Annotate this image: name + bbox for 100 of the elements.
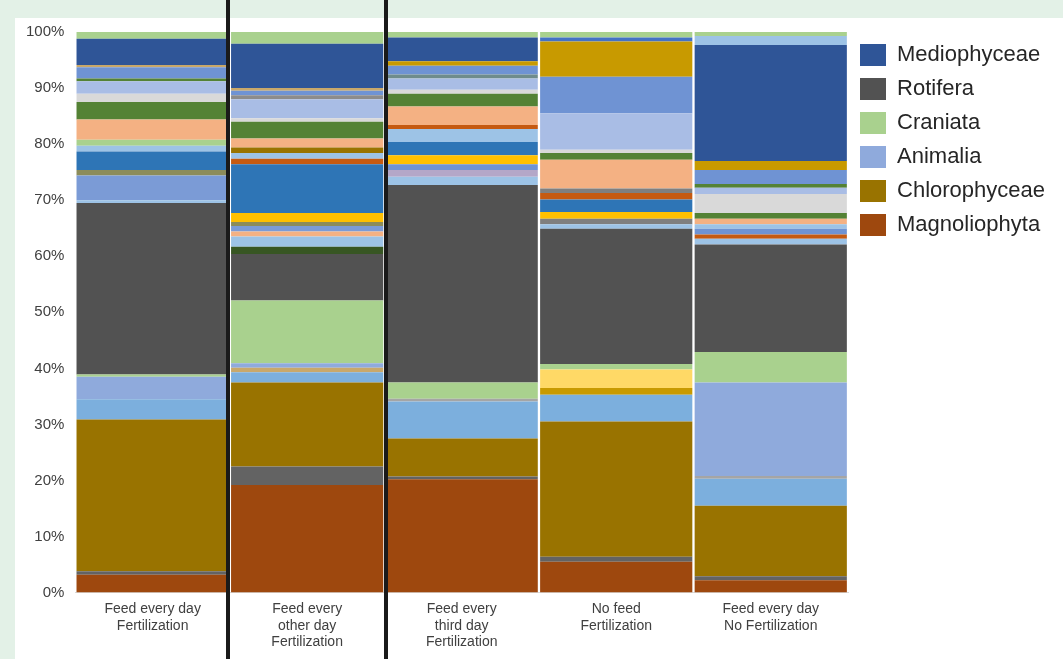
bar xyxy=(694,476,847,479)
legend-label: Craniata xyxy=(897,109,981,135)
bar xyxy=(694,160,847,170)
bar xyxy=(385,128,538,142)
bar xyxy=(76,175,229,201)
bar xyxy=(540,188,693,193)
bar xyxy=(385,78,538,90)
bar xyxy=(385,93,538,107)
bar xyxy=(76,376,229,400)
bar xyxy=(76,419,229,572)
bar xyxy=(76,399,229,420)
legend-label: Mediophyceae xyxy=(897,41,1041,67)
bar xyxy=(385,106,538,126)
bar xyxy=(385,164,538,170)
bar xyxy=(694,194,847,214)
bar xyxy=(694,382,847,476)
bar xyxy=(76,32,229,39)
bar xyxy=(231,95,384,100)
bar xyxy=(385,176,538,186)
bar xyxy=(231,372,384,383)
bar xyxy=(540,369,693,388)
bar xyxy=(76,93,229,103)
bar xyxy=(385,438,538,477)
x-tick-label: Feed every other day Fertilization xyxy=(271,599,343,650)
y-tick-label: 10% xyxy=(34,526,65,544)
bar xyxy=(694,35,847,45)
bar xyxy=(231,213,384,223)
bar xyxy=(76,102,229,120)
bar xyxy=(231,147,384,154)
x-tick-label: No feed Fertilization xyxy=(580,599,653,633)
bar xyxy=(540,228,693,364)
bar xyxy=(231,164,384,214)
y-tick-label: 60% xyxy=(34,246,65,264)
bar xyxy=(694,244,847,353)
x-tick-label: Feed every day Fertilization xyxy=(104,599,201,633)
bar xyxy=(76,67,229,79)
bar xyxy=(76,202,229,375)
legend-label: Rotifera xyxy=(897,75,975,101)
bar xyxy=(231,225,384,232)
bar xyxy=(231,231,384,237)
bar xyxy=(231,32,384,44)
bar xyxy=(385,74,538,79)
y-tick-label: 0% xyxy=(42,582,65,600)
bar xyxy=(231,254,384,301)
bar xyxy=(385,401,538,439)
bar xyxy=(76,139,229,146)
bar xyxy=(385,382,538,399)
bar xyxy=(694,183,847,188)
bar xyxy=(385,32,538,38)
bar xyxy=(231,363,384,368)
y-tick-label: 20% xyxy=(34,470,65,488)
bar xyxy=(694,169,847,184)
bar xyxy=(540,199,693,212)
bar xyxy=(76,119,229,140)
y-tick-label: 30% xyxy=(34,414,65,432)
bar xyxy=(540,113,693,150)
bar xyxy=(694,352,847,383)
bar xyxy=(231,236,384,247)
bar xyxy=(694,32,847,36)
bar xyxy=(385,169,538,177)
bar xyxy=(540,41,693,77)
bar xyxy=(540,387,693,395)
bar xyxy=(231,246,384,254)
bar xyxy=(231,118,384,122)
bar xyxy=(385,37,538,62)
bar xyxy=(76,38,229,66)
bar xyxy=(385,125,538,129)
bar xyxy=(694,478,847,506)
bar xyxy=(540,421,693,557)
bar xyxy=(540,394,693,422)
bar xyxy=(76,571,229,575)
bar xyxy=(385,61,538,66)
bar xyxy=(694,505,847,577)
bar xyxy=(694,213,847,219)
bar xyxy=(540,556,693,562)
bar xyxy=(231,466,384,485)
x-tick-label: Feed every day No Fertilization xyxy=(722,599,819,633)
y-tick-label: 50% xyxy=(34,302,65,320)
bar xyxy=(540,76,693,114)
bar xyxy=(385,141,538,156)
bar xyxy=(694,224,847,229)
bar xyxy=(540,153,693,160)
bar xyxy=(694,44,847,161)
legend-label: Animalia xyxy=(897,143,983,169)
bar xyxy=(385,479,538,593)
bar xyxy=(231,121,384,139)
bar xyxy=(540,211,693,219)
bar xyxy=(231,99,384,119)
bar xyxy=(385,65,538,75)
bar xyxy=(540,159,693,189)
bar xyxy=(385,185,538,383)
legend-label: Magnoliophyta xyxy=(897,211,1041,237)
bar xyxy=(76,169,229,176)
bar xyxy=(540,192,693,200)
legend-label: Chlorophyceae xyxy=(897,177,1045,203)
bar xyxy=(694,234,847,239)
x-tick-label: Feed every third day Fertilization xyxy=(425,599,498,650)
y-tick-label: 100% xyxy=(25,22,65,40)
bar xyxy=(540,32,693,38)
y-tick-label: 70% xyxy=(34,190,65,208)
